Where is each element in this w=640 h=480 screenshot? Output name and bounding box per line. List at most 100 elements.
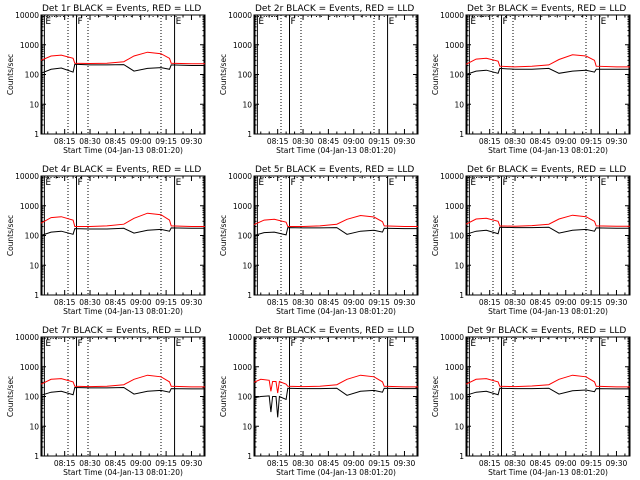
- speckle: [257, 16, 259, 17]
- speckle: [593, 177, 595, 178]
- speckle: [566, 177, 568, 178]
- events-line: [465, 67, 630, 75]
- speckle: [303, 338, 305, 339]
- speckle: [504, 16, 506, 17]
- y-tick-label: 1000: [445, 41, 464, 50]
- speckle: [328, 177, 330, 178]
- speckle: [483, 338, 485, 339]
- speckle: [255, 16, 257, 17]
- flag-label: F: [503, 178, 508, 188]
- speckle: [100, 338, 102, 339]
- detector-panel: Det 5r BLACK = Events, RED = LLD 1 10 100 10…: [219, 165, 419, 316]
- lld-line: [465, 374, 630, 388]
- speckle: [53, 16, 55, 17]
- flag-label: E: [470, 178, 476, 188]
- speckle: [123, 338, 125, 339]
- x-tick-label: 09:15: [368, 459, 390, 468]
- speckle: [487, 16, 489, 17]
- speckle: [534, 338, 536, 339]
- speckle: [553, 177, 555, 178]
- speckle: [42, 177, 44, 178]
- y-tick-label: 1: [247, 291, 252, 300]
- speckle: [340, 338, 342, 339]
- x-tick-label: 08:15: [267, 298, 289, 307]
- speckle: [359, 177, 361, 178]
- speckle: [150, 338, 152, 339]
- x-tick-label: 09:00: [343, 459, 365, 468]
- panel-title: Det 6r BLACK = Events, RED = LLD: [467, 165, 626, 175]
- x-tick-label: 08:45: [105, 459, 127, 468]
- speckle: [264, 338, 266, 339]
- speckle: [139, 16, 141, 17]
- speckle: [523, 16, 525, 17]
- lld-line: [253, 374, 418, 394]
- speckle: [503, 177, 505, 178]
- speckle: [53, 177, 55, 178]
- speckle: [260, 177, 262, 178]
- speckle: [132, 338, 134, 339]
- y-tick-label: 10000: [440, 172, 464, 181]
- speckle: [118, 338, 120, 339]
- speckle: [125, 16, 127, 17]
- y-axis-label: Counts/sec: [6, 376, 15, 417]
- speckle: [163, 338, 165, 339]
- speckle: [594, 16, 596, 17]
- speckle: [378, 16, 380, 17]
- plot-frame: [253, 336, 419, 457]
- events-line: [40, 227, 205, 236]
- speckle: [389, 338, 391, 339]
- speckle: [113, 338, 115, 339]
- y-axis-label: Counts/sec: [431, 215, 440, 256]
- events-line: [40, 63, 205, 74]
- x-tick-label: 09:00: [130, 137, 152, 146]
- speckle: [549, 16, 551, 17]
- flag-label: E: [470, 17, 476, 27]
- x-tick-label: 09:00: [130, 459, 152, 468]
- plot-frame: [465, 175, 631, 296]
- speckle: [43, 16, 45, 17]
- speckle: [353, 338, 355, 339]
- speckle: [136, 338, 138, 339]
- x-tick-label: 09:00: [555, 298, 577, 307]
- speckle: [157, 16, 159, 17]
- speckle: [548, 177, 550, 178]
- speckle: [554, 16, 556, 17]
- lld-line: [40, 51, 205, 65]
- speckle: [278, 177, 280, 178]
- speckle: [127, 338, 129, 339]
- flag-label: F: [291, 178, 296, 188]
- y-tick-label: 100: [238, 393, 253, 402]
- speckle: [270, 177, 272, 178]
- y-tick-label: 10: [242, 261, 252, 270]
- flag-label: E: [176, 17, 182, 27]
- x-tick-label: 08:45: [530, 298, 552, 307]
- y-tick-label: 10000: [15, 172, 39, 181]
- flag-label: E: [176, 339, 182, 349]
- panel-title: Det 3r BLACK = Events, RED = LLD: [467, 4, 626, 14]
- x-axis-label: Start Time (04-Jan-13 08:01:20): [488, 468, 608, 477]
- speckle: [498, 177, 500, 178]
- speckle: [489, 338, 491, 339]
- x-tick-label: 09:30: [181, 298, 203, 307]
- speckle: [308, 338, 310, 339]
- flag-label: E: [389, 17, 395, 27]
- x-tick-label: 08:15: [479, 459, 501, 468]
- flag-label: F: [503, 17, 508, 27]
- y-tick-label: 100: [25, 71, 40, 80]
- speckle: [477, 16, 479, 17]
- speckle: [383, 16, 385, 17]
- speckle: [364, 177, 366, 178]
- speckle: [61, 177, 63, 178]
- x-tick-label: 08:45: [105, 137, 127, 146]
- speckle: [133, 177, 135, 178]
- speckle: [63, 16, 65, 17]
- speckle: [88, 177, 90, 178]
- y-axis-label: Counts/sec: [219, 215, 228, 256]
- speckle: [527, 16, 529, 17]
- y-tick-label: 10: [29, 100, 39, 109]
- events-line: [465, 387, 630, 396]
- speckle: [575, 177, 577, 178]
- speckle: [555, 338, 557, 339]
- y-tick-label: 10: [242, 422, 252, 431]
- speckle: [46, 338, 48, 339]
